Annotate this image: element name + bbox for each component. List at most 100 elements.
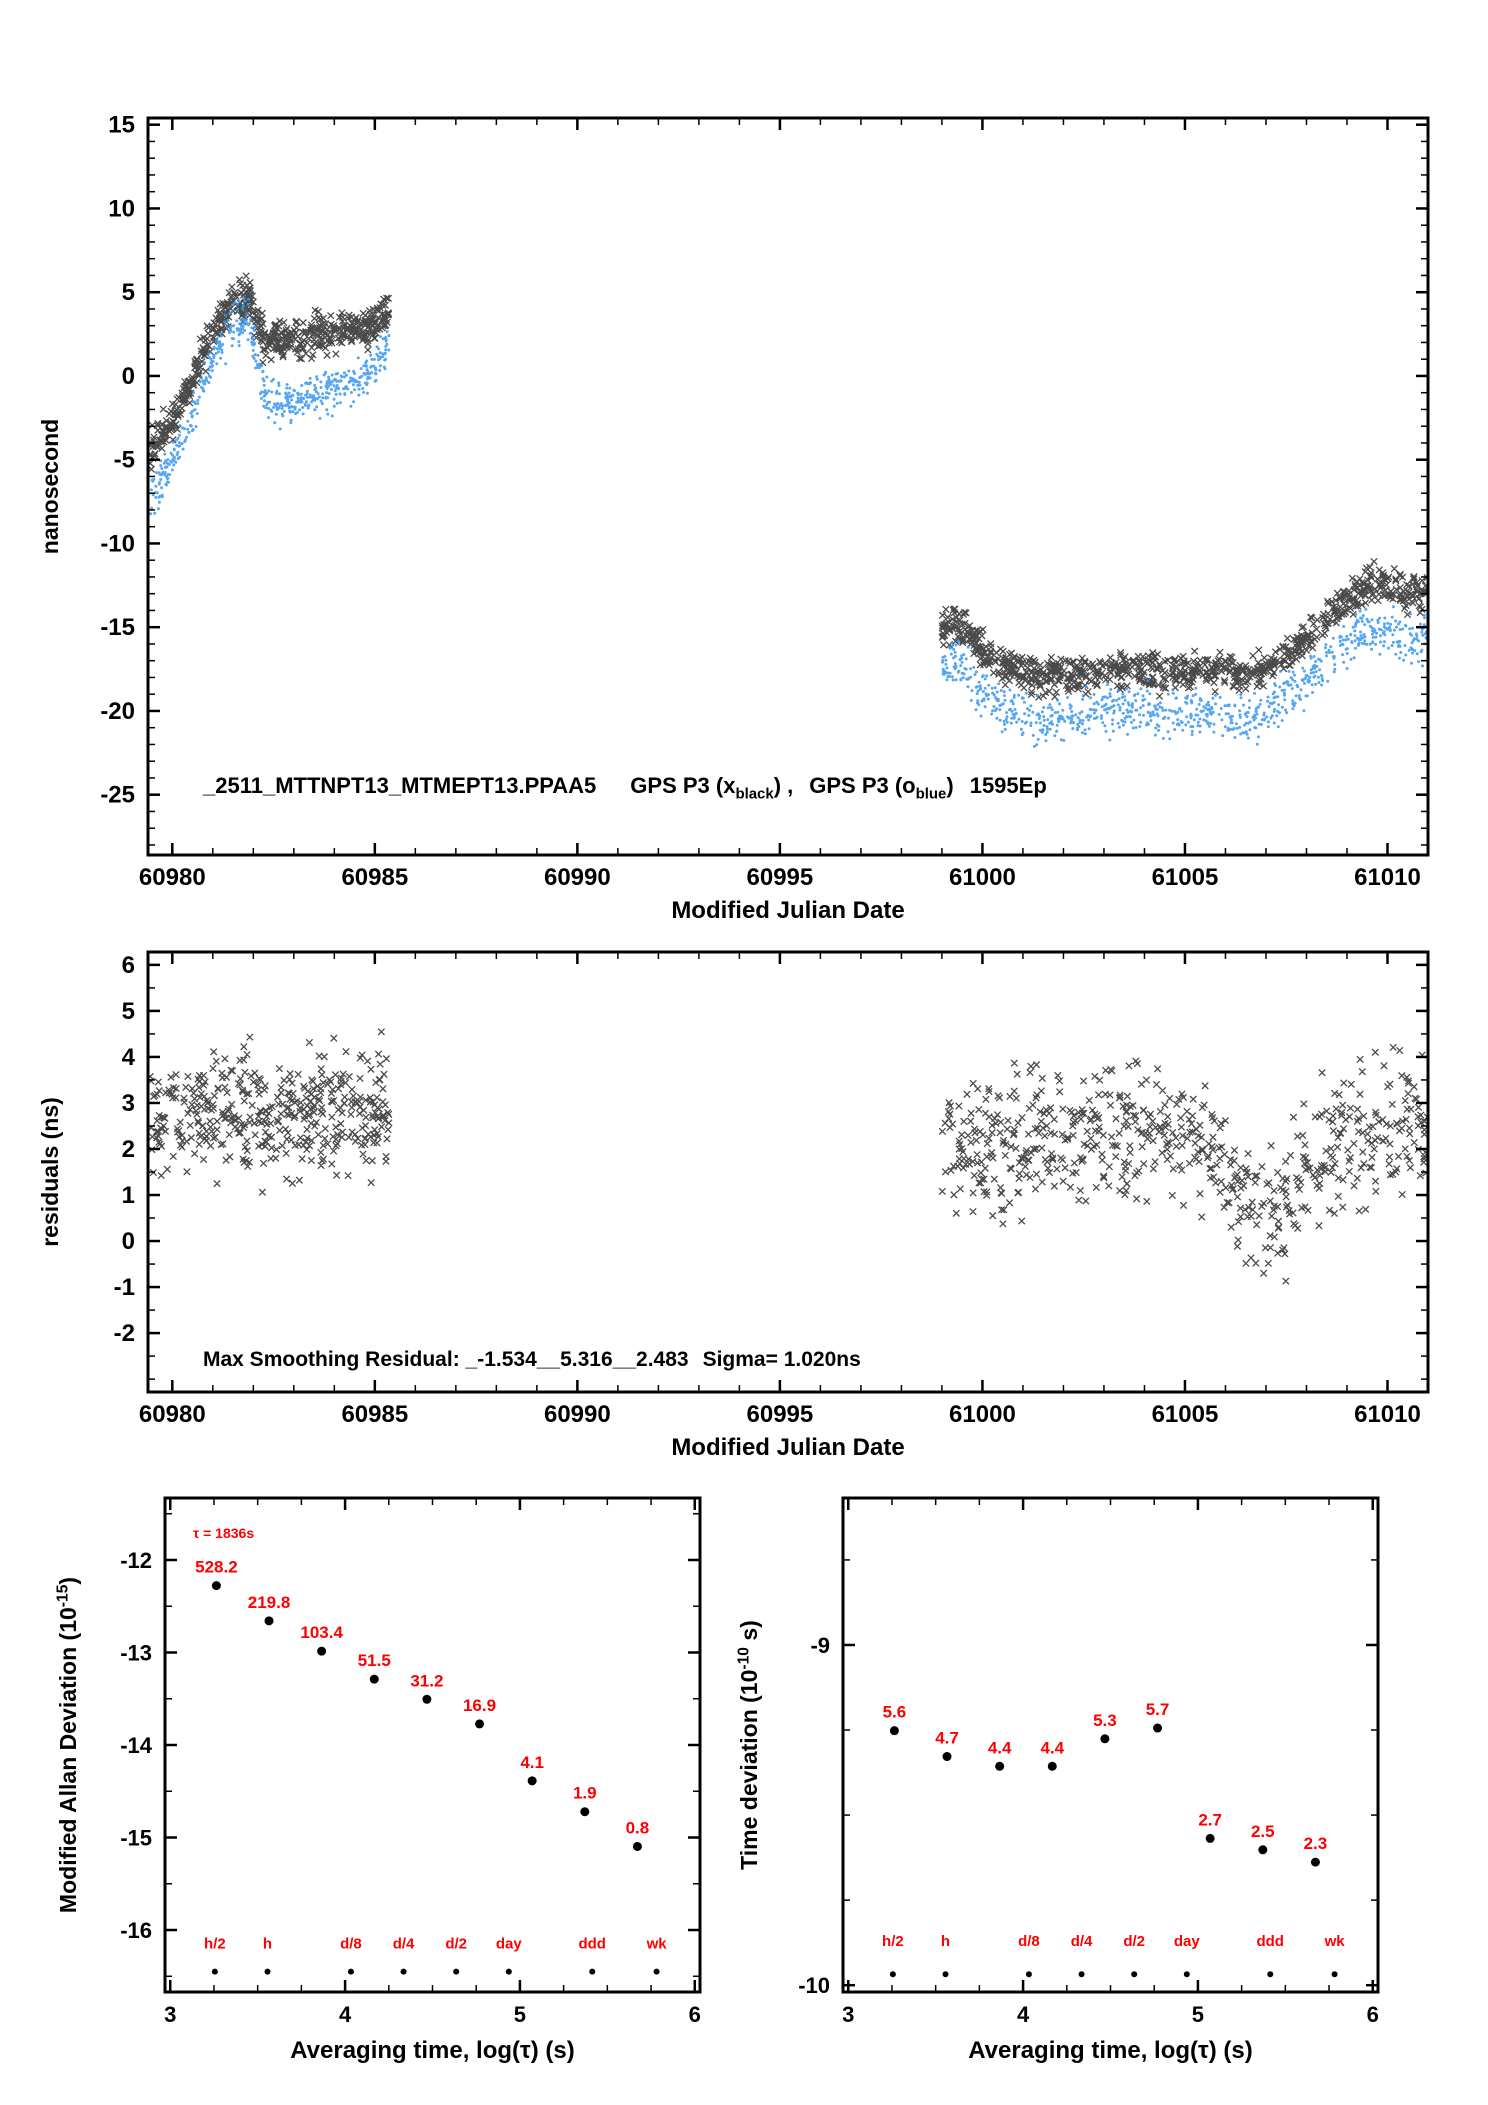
tau-label: h [263,1936,272,1953]
tau-marker [889,1971,896,1978]
y-tick-label: 10 [108,195,135,222]
value-label: 528.2 [195,1558,238,1577]
x-tick-label: 4 [339,2002,352,2027]
y-tick-label: -10 [100,530,135,557]
y-tick-label: 15 [108,112,135,139]
y-tick-label: 6 [122,952,135,979]
data-point [317,1646,327,1656]
value-label: 2.3 [1304,1834,1328,1853]
plot-data [148,1028,1428,1285]
tau-marker [653,1968,660,1975]
chart-phase: 60980 60985 60990 60995 61000 61005 61010 15 10 5… [37,112,1430,924]
value-label: 4.1 [520,1753,544,1772]
tau-label: ddd [1256,1933,1284,1950]
y-tick-label: -14 [120,1733,153,1758]
y-tick-label: -13 [120,1640,152,1665]
x-tick-label: 6 [1367,2002,1379,2027]
tau-marker [1025,1971,1032,1978]
tau-marker [1267,1971,1274,1978]
data-point [211,1581,221,1591]
x-tick-label: 60980 [139,1401,206,1428]
tau-label: d/4 [1071,1933,1093,1950]
tau-marker [453,1968,460,1975]
y-tick-label: -2 [114,1320,135,1347]
x-tick-label: 60985 [341,864,408,891]
tau-marker [1331,1971,1338,1978]
data-point [1047,1761,1057,1771]
axis: 60980 60985 60990 60995 61000 61005 61010 6 5 4 3 2… [114,950,1430,1428]
tau-label: ddd [578,1936,606,1953]
x-tick-label: 60985 [341,1401,408,1428]
data-point [1258,1845,1268,1855]
y-tick-label: -25 [100,782,135,809]
chart-residuals: 60980 60985 60990 60995 61000 61005 61010 6 5 4 3 2… [37,950,1430,1461]
y-tick-label: -5 [114,447,135,474]
value-label: 0.8 [626,1818,650,1837]
x-tick-label: 5 [514,2002,526,2027]
y-axis-title: nanosecond [37,419,63,554]
data-point [1153,1723,1163,1733]
tau-label: h/2 [204,1936,226,1953]
annotation: _2511_MTTNPT13_MTMEPT13.PPAA5 GPS P3 (xbl… [202,773,1047,803]
data-point [580,1807,590,1817]
tau-label: h [941,1933,950,1950]
x-tick-label: 60980 [139,864,206,891]
tau-label: d/4 [393,1936,415,1953]
x-tick-label: 4 [1017,2002,1030,2027]
value-label: 4.4 [988,1738,1012,1757]
y-tick-label: -1 [114,1274,135,1301]
data-point [422,1694,432,1704]
tau-label: day [496,1936,523,1953]
value-label: 4.7 [935,1729,959,1748]
tau-label: h/2 [882,1933,904,1950]
x-tick-label: 61000 [949,864,1016,891]
tau-marker [589,1968,596,1975]
deviation-points: 528.2 219.8 103.4 51.5 31.2 16.9 4.1 1.9 0.8 [195,1558,649,1851]
tau-marker [942,1971,949,1978]
axis: 3 4 5 6 -9 -10 [798,1496,1380,2027]
x-tick-label: 61005 [1152,864,1219,891]
data-point [475,1719,485,1729]
y-tick-label: 5 [122,279,135,306]
tau-marker [400,1968,407,1975]
tau-marker [347,1968,354,1975]
data-point [369,1674,379,1684]
x-tick-label: 6 [689,2002,701,2027]
x-tick-label: 60990 [544,864,611,891]
tau-label: d/2 [445,1936,467,1953]
y-tick-label: 1 [122,1182,135,1209]
value-label: 51.5 [358,1651,391,1670]
tau-note: τ = 1836s [193,1525,254,1541]
y-axis-title: Time deviation (10-10 s) [735,1620,762,1870]
value-label: 16.9 [463,1696,496,1715]
axis: 60980 60985 60990 60995 61000 61005 61010 15 10 5… [100,112,1430,891]
chart-tdev: 5.6 4.7 4.4 4.4 5.3 5.7 2.7 2.5 2.3 h/2 h d/8 d/4 d/2… [735,1496,1380,2064]
y-tick-label: -20 [100,698,135,725]
data-point [889,1726,899,1736]
y-tick-label: 0 [122,363,135,390]
plot-data [148,272,1428,748]
y-tick-label: -16 [120,1918,152,1943]
tau-label: day [1174,1933,1201,1950]
series-gps-p3-o-blue [149,296,1428,748]
tau-marker [211,1968,218,1975]
x-tick-label: 61010 [1354,864,1421,891]
x-tick-label: 60995 [747,864,814,891]
x-tick-label: 3 [842,2002,854,2027]
data-point [1310,1857,1320,1867]
y-axis-title: Modified Allan Deviation (10-15) [54,1577,81,1913]
value-label: 5.3 [1093,1711,1117,1730]
tau-marker [505,1968,512,1975]
y-tick-label: -15 [100,614,135,641]
value-label: 103.4 [300,1623,343,1642]
y-tick-label: 0 [122,1228,135,1255]
deviation-points: 5.6 4.7 4.4 4.4 5.3 5.7 2.7 2.5 2.3 [883,1700,1328,1867]
x-axis-title: Modified Julian Date [671,897,904,924]
y-tick-label: -15 [120,1826,152,1851]
data-point [995,1761,1005,1771]
axis: 3 4 5 6 -12 -13 -14 -15 -16 [120,1496,702,2027]
y-tick-label: -9 [810,1633,830,1658]
value-label: 2.5 [1251,1822,1275,1841]
